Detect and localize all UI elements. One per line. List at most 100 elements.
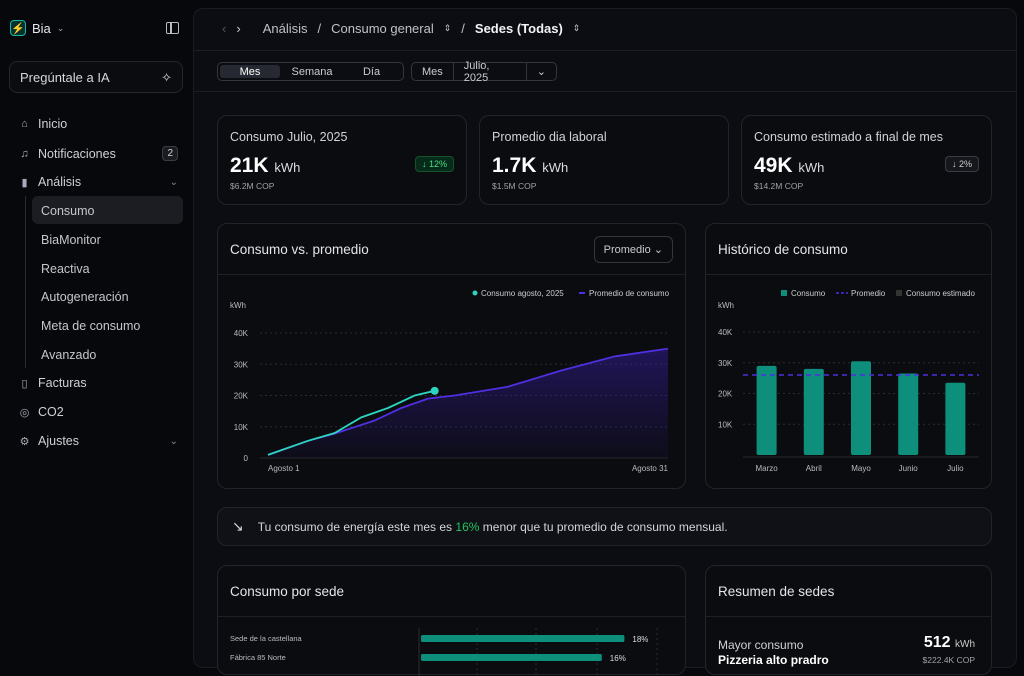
dropdown-value: Promedio	[603, 244, 651, 256]
period-semana[interactable]: Semana	[291, 65, 333, 78]
ask-ai-label: Pregúntale a IA	[20, 70, 110, 85]
x-tick-label: Abril	[806, 464, 822, 473]
range-value[interactable]: Julio, 2025	[454, 60, 527, 84]
legend-swatch	[579, 292, 585, 294]
chevron-down-icon[interactable]: ⌄	[536, 66, 546, 78]
label: Ajustes	[38, 434, 79, 448]
sidebar-sub-reactiva[interactable]: Reactiva	[41, 262, 90, 276]
unit: kWh	[274, 160, 301, 175]
bolt-logo-icon: ⚡	[10, 20, 26, 36]
kpi-card-promedio: Promedio dia laboral 1.7K kWh $1.5M COP	[479, 115, 729, 205]
ask-ai-input[interactable]: Pregúntale a IA ✧	[9, 61, 183, 93]
summary-cost: $222.4K COP	[922, 655, 975, 665]
crumb-sedes[interactable]: Sedes (Todas)	[474, 21, 563, 36]
x-tick-label: Marzo	[755, 464, 778, 473]
breadcrumb: ‹ › Análisis / Consumo general ⇕ / Sedes (T…	[222, 21, 580, 36]
chevron-down-icon: ⌄	[56, 22, 65, 33]
bar	[945, 382, 966, 455]
notification-badge: 2	[162, 146, 178, 161]
y-axis-label: kWh	[230, 301, 246, 310]
legend-label: Consumo agosto, 2025	[481, 289, 564, 298]
sede-bar	[421, 654, 602, 661]
resumen-card: Resumen de sedes Mayor consumo Pizzeria …	[705, 565, 992, 675]
kpi-title: Promedio dia laboral	[492, 130, 607, 144]
date-range-picker[interactable]: Mes Julio, 2025 ⌄	[411, 60, 557, 84]
y-tick-label: 10K	[234, 423, 249, 432]
chart-title: Histórico de consumo	[718, 242, 848, 257]
legend-swatch	[896, 290, 902, 296]
y-tick-label: 20K	[234, 392, 249, 401]
bell-icon: ♫	[20, 147, 29, 160]
kpi-card-consumo: Consumo Julio, 2025 21K kWh $6.2M COP ↓ …	[217, 115, 467, 205]
divider	[218, 274, 685, 275]
y-tick-label: 20K	[718, 390, 733, 399]
crumb-consumo-general[interactable]: Consumo general	[331, 21, 434, 36]
divider	[194, 91, 1016, 92]
bar-chart-card: Histórico de consumo kWh 10K 20K 30K 40K Marz…	[705, 223, 992, 489]
bar	[803, 368, 824, 455]
insight-banner: ↘ Tu consumo de energía este mes es 16% …	[217, 507, 992, 546]
sede-pct: 18%	[632, 635, 648, 644]
label: Análisis	[38, 175, 82, 189]
sparkle-icon: ✧	[161, 70, 172, 85]
legend-label: Consumo	[791, 289, 826, 298]
invoice-icon: ▯	[21, 377, 28, 390]
kpi-value: 1.7K kWh	[492, 154, 568, 178]
y-tick-label: 30K	[718, 359, 733, 368]
updown-icon[interactable]: ⇕	[443, 23, 452, 33]
kpi-title: Consumo Julio, 2025	[230, 130, 348, 144]
label: Facturas	[38, 376, 87, 390]
average-dropdown[interactable]: Promedio ⌄	[593, 236, 673, 263]
period-dia[interactable]: Día	[362, 65, 381, 78]
divider	[218, 616, 685, 617]
home-icon: ⌂	[21, 118, 28, 130]
sidebar-item-facturas[interactable]: ▯ Facturas	[18, 376, 178, 390]
globe-icon: ◎	[19, 406, 30, 419]
unit: kWh	[542, 160, 569, 175]
line-chart-card: Consumo vs. promedio Promedio ⌄ kWh 0 10K 2…	[217, 223, 686, 489]
sidebar-item-inicio[interactable]: ⌂ Inicio	[18, 117, 178, 131]
sidebar-sub-autogeneracion[interactable]: Autogeneración	[41, 290, 129, 304]
value: 512	[923, 634, 951, 651]
separator: /	[461, 21, 465, 36]
x-tick-label: Julio	[947, 464, 964, 473]
period-toggle: Mes Semana Día	[217, 62, 404, 81]
insight-text: Tu consumo de energía este mes es	[257, 519, 453, 534]
sede-pct: 16%	[610, 654, 626, 663]
bar	[851, 361, 871, 455]
kpi-value: 21K kWh	[230, 154, 300, 178]
separator: /	[317, 21, 322, 36]
kpi-title: Consumo estimado a final de mes	[754, 130, 943, 144]
updown-icon[interactable]: ⇕	[572, 23, 581, 33]
sidebar-item-co2[interactable]: ◎ CO2	[18, 405, 178, 419]
sidebar-toggle-icon[interactable]	[166, 22, 179, 34]
insight-highlight: 16%	[455, 519, 480, 534]
summary-sede-name: Pizzeria alto pradro	[718, 653, 829, 667]
sede-label: Fábrica 85 Norte	[230, 653, 286, 662]
chart-title: Consumo vs. promedio	[230, 242, 369, 257]
sidebar-sub-meta[interactable]: Meta de consumo	[41, 319, 141, 333]
y-tick-label: 10K	[718, 420, 733, 429]
sede-label: Sede de la castellana	[230, 634, 303, 643]
line-chart: kWh 0 10K 20K 30K 40K Agosto 1 Agosto 31 Consumo…	[230, 289, 670, 473]
workspace-switcher[interactable]: ⚡ Bia ⌄	[10, 20, 64, 36]
unit: kWh	[798, 160, 825, 175]
insight-text-end: menor que tu promedio de consumo mensual…	[482, 519, 728, 534]
sidebar-item-analisis[interactable]: ▮ Análisis ⌄	[18, 175, 178, 189]
period-mes[interactable]: Mes	[220, 65, 280, 78]
forward-icon[interactable]: ›	[236, 21, 241, 36]
sidebar-sub-biamonitor[interactable]: BiaMonitor	[41, 233, 101, 247]
sidebar-item-ajustes[interactable]: ⚙ Ajustes ⌄	[18, 434, 178, 448]
sidebar-item-notificaciones[interactable]: ♫ Notificaciones 2	[18, 146, 178, 161]
current-point	[430, 386, 439, 395]
range-type[interactable]: Mes	[412, 63, 454, 80]
sidebar-sub-consumo[interactable]: Consumo	[41, 204, 95, 218]
unit: kWh	[955, 639, 975, 650]
legend-label: Consumo estimado	[906, 289, 975, 298]
crumb-analisis[interactable]: Análisis	[262, 21, 308, 36]
card-title: Consumo por sede	[230, 584, 345, 599]
consumption-line	[267, 389, 435, 456]
sidebar-sub-avanzado[interactable]: Avanzado	[41, 348, 97, 362]
kpi-cost: $6.2M COP	[230, 181, 275, 191]
back-icon[interactable]: ‹	[222, 21, 227, 36]
